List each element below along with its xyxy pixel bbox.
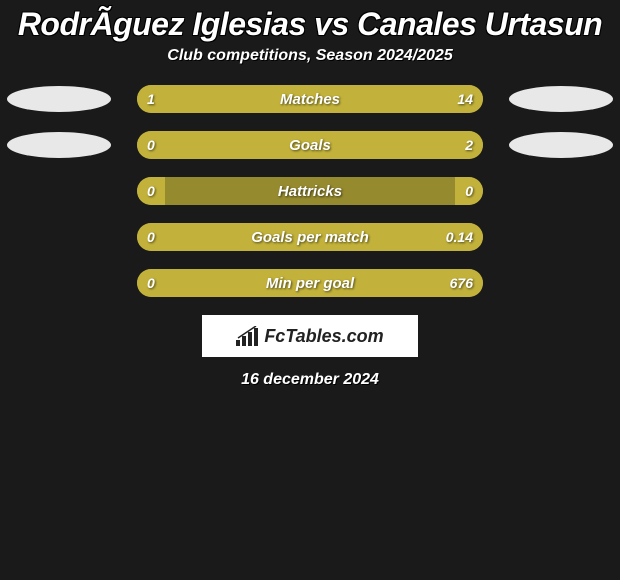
stat-rows: 114Matches 02Goals 00Hattricks 00.14Goals p… xyxy=(0,85,620,297)
footer-logo-text: FcTables.com xyxy=(264,326,383,347)
bar-left-fill xyxy=(137,131,165,159)
bar-right-fill xyxy=(165,269,483,297)
bar-right-fill xyxy=(199,85,483,113)
team-right-oval xyxy=(509,132,613,158)
footer-logo: FcTables.com xyxy=(202,315,418,357)
bar-left-fill xyxy=(137,177,165,205)
stat-row: 00.14Goals per match xyxy=(0,223,620,251)
fctables-icon xyxy=(236,326,258,346)
stat-bar: 00.14Goals per match xyxy=(137,223,483,251)
date-text: 16 december 2024 xyxy=(0,371,620,389)
bar-right-fill xyxy=(165,223,483,251)
stat-label: Hattricks xyxy=(137,177,483,205)
stat-bar: 114Matches xyxy=(137,85,483,113)
stat-row: 02Goals xyxy=(0,131,620,159)
bar-right-fill xyxy=(455,177,483,205)
team-left-oval xyxy=(7,132,111,158)
subtitle: Club competitions, Season 2024/2025 xyxy=(0,47,620,85)
stat-bar: 00Hattricks xyxy=(137,177,483,205)
bar-right-fill xyxy=(165,131,483,159)
bar-left-fill xyxy=(137,85,199,113)
page-title: RodrÃ­guez Iglesias vs Canales Urtasun xyxy=(0,0,620,47)
bar-left-fill xyxy=(137,223,165,251)
stat-row: 00Hattricks xyxy=(0,177,620,205)
stat-row: 114Matches xyxy=(0,85,620,113)
team-left-oval xyxy=(7,86,111,112)
bar-left-fill xyxy=(137,269,165,297)
stat-row: 0676Min per goal xyxy=(0,269,620,297)
stat-bar: 02Goals xyxy=(137,131,483,159)
stat-bar: 0676Min per goal xyxy=(137,269,483,297)
team-right-oval xyxy=(509,86,613,112)
